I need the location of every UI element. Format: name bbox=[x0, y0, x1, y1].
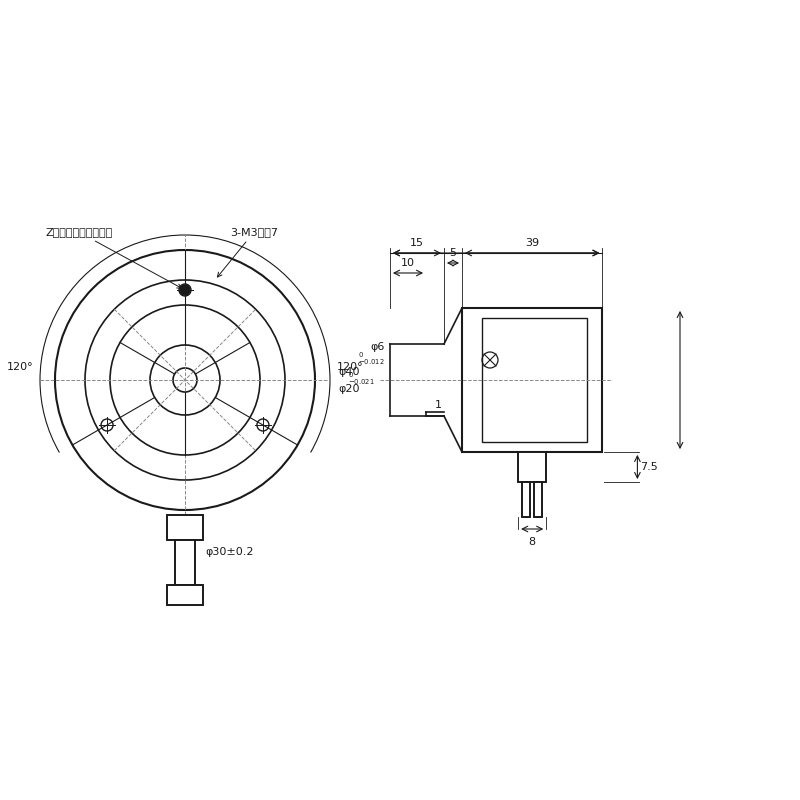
Bar bbox=[522, 482, 530, 517]
Text: $^{0}_{-0.012}$: $^{0}_{-0.012}$ bbox=[358, 350, 385, 367]
Text: φ20: φ20 bbox=[338, 384, 360, 394]
Bar bbox=[462, 308, 602, 452]
Text: 10: 10 bbox=[401, 258, 415, 268]
Bar bbox=[534, 482, 542, 517]
Text: φ30±0.2: φ30±0.2 bbox=[205, 547, 254, 557]
Bar bbox=[534, 482, 542, 517]
Text: 8: 8 bbox=[529, 537, 536, 547]
Text: 39: 39 bbox=[525, 238, 539, 248]
Text: φ40: φ40 bbox=[338, 367, 360, 377]
Text: 7.5: 7.5 bbox=[640, 462, 658, 472]
Text: 1: 1 bbox=[434, 400, 442, 410]
Circle shape bbox=[180, 285, 190, 295]
Bar bbox=[167, 585, 203, 605]
Bar bbox=[175, 540, 195, 585]
Bar bbox=[518, 452, 546, 482]
Text: $^{0}_{-0.021}$: $^{0}_{-0.021}$ bbox=[348, 370, 375, 387]
Bar bbox=[167, 515, 203, 540]
Bar bbox=[167, 585, 203, 605]
Text: 3-M3深さ7: 3-M3深さ7 bbox=[218, 227, 278, 277]
Bar bbox=[167, 515, 203, 540]
Text: 15: 15 bbox=[410, 238, 424, 248]
Text: 120°: 120° bbox=[6, 362, 34, 372]
Text: 5: 5 bbox=[450, 248, 457, 258]
Bar bbox=[522, 482, 530, 517]
Text: φ6: φ6 bbox=[370, 342, 385, 352]
Text: Z相原点位置ポイント: Z相原点位置ポイント bbox=[45, 227, 182, 288]
Bar bbox=[482, 318, 587, 442]
Text: 120°: 120° bbox=[337, 362, 363, 372]
Bar bbox=[175, 540, 195, 585]
Bar bbox=[518, 452, 546, 482]
